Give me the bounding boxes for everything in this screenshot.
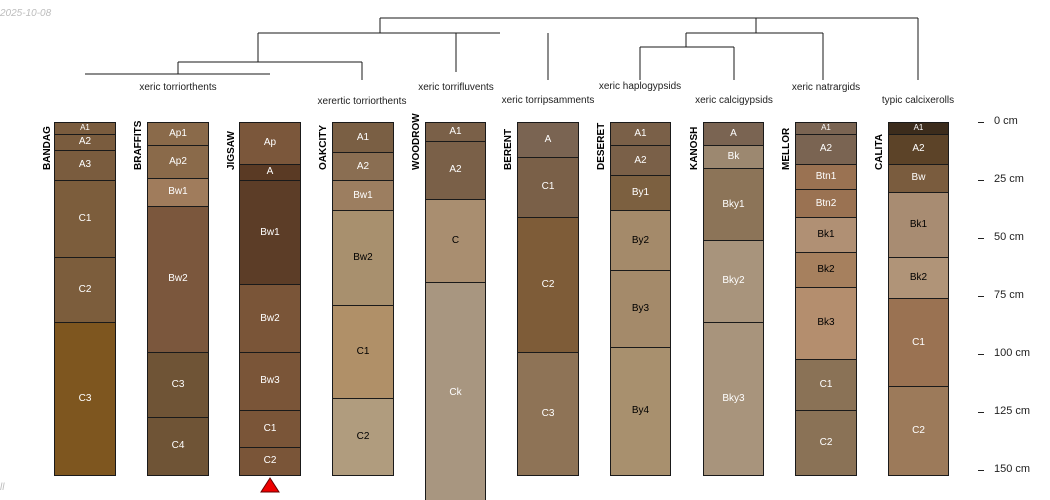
horizon-braffits-bw1: Bw1 [147, 177, 209, 207]
depth-tick [978, 238, 984, 239]
horizon-berent-c3: C3 [517, 351, 579, 476]
dendro-branch-left [257, 32, 549, 80]
horizon-deseret-by2: By2 [610, 210, 671, 272]
dendro-branch-torriorthents [177, 61, 363, 80]
horizon-jigsaw-bw1: Bw1 [239, 180, 301, 286]
depth-tick [978, 122, 984, 123]
horizon-woodrow-ck: Ck [425, 282, 486, 500]
horizon-oakcity-c2: C2 [332, 398, 394, 476]
horizon-mellor-a2: A2 [795, 133, 857, 165]
horizon-calita-c1: C1 [888, 298, 949, 388]
horizon-braffits-c3: C3 [147, 351, 209, 418]
profile-name-deseret: DESERET [596, 122, 607, 170]
horizon-deseret-a2: A2 [610, 145, 671, 177]
profile-name-mellor: MELLOR [781, 127, 792, 170]
horizon-berent-c2: C2 [517, 217, 579, 353]
taxon-xeric-torrifluvents: xeric torrifluvents [418, 82, 494, 93]
horizon-calita-a2: A2 [888, 133, 949, 165]
horizon-kanosh-bky2: Bky2 [703, 240, 764, 323]
horizon-braffits-bw2: Bw2 [147, 205, 209, 353]
horizon-jigsaw-ap: Ap [239, 122, 301, 165]
depth-tick-label: 100 cm [994, 347, 1031, 359]
horizon-berent-a: A [517, 122, 579, 158]
taxon-xeric-calcigypsids: xeric calcigypsids [695, 95, 773, 106]
taxon-xerertic-torriorthents: xerertic torriorthents [317, 96, 407, 107]
depth-tick [978, 296, 984, 297]
horizon-deseret-a1: A1 [610, 122, 671, 147]
depth-tick-label: 50 cm [994, 231, 1024, 243]
profile-name-oakcity: OAKCITY [318, 125, 329, 170]
profile-name-calita: CALITA [874, 134, 885, 170]
horizon-woodrow-a2: A2 [425, 140, 486, 200]
horizon-berent-c1: C1 [517, 156, 579, 219]
horizon-oakcity-a1: A1 [332, 122, 394, 154]
dendro-branch-root [379, 17, 919, 80]
horizon-kanosh-bk: Bk [703, 145, 764, 170]
depth-tick [978, 354, 984, 355]
profile-name-jigsaw: JIGSAW [226, 131, 237, 170]
depth-tick-label: 75 cm [994, 289, 1024, 301]
horizon-deseret-by1: By1 [610, 175, 671, 212]
horizon-woodrow-c: C [425, 198, 486, 284]
horizon-mellor-bk2: Bk2 [795, 251, 857, 288]
horizon-calita-bk2: Bk2 [888, 256, 949, 300]
taxon-xeric-torriorthents: xeric torriorthents [139, 82, 217, 93]
profile-name-bandag: BANDAG [42, 126, 53, 170]
date-watermark: 2025-10-08 [0, 8, 52, 19]
taxon-xeric-torripsamments: xeric torripsamments [501, 95, 595, 106]
depth-tick-label: 25 cm [994, 173, 1024, 185]
depth-tick-label: 125 cm [994, 405, 1031, 417]
taxon-typic-calcixerolls: typic calcixerolls [881, 95, 955, 106]
horizon-bandag-c2: C2 [54, 256, 116, 323]
horizon-kanosh-bky1: Bky1 [703, 168, 764, 242]
taxon-xeric-haplogypsids: xeric haplogypsids [598, 81, 682, 92]
profile-name-kanosh: KANOSH [689, 126, 700, 170]
horizon-oakcity-bw2: Bw2 [332, 210, 394, 307]
horizon-mellor-bk1: Bk1 [795, 217, 857, 253]
profile-name-braffits: BRAFFITS [133, 120, 144, 170]
horizon-deseret-by3: By3 [610, 270, 671, 349]
horizon-mellor-c2: C2 [795, 409, 857, 476]
horizon-deseret-by4: By4 [610, 347, 671, 476]
horizon-braffits-ap1: Ap1 [147, 122, 209, 147]
horizon-oakcity-c1: C1 [332, 305, 394, 400]
horizon-woodrow-a1: A1 [425, 122, 486, 142]
horizon-calita-bw: Bw [888, 163, 949, 193]
profile-name-woodrow: WOODROW [411, 113, 422, 170]
horizon-oakcity-a2: A2 [332, 152, 394, 181]
depth-tick-label: 150 cm [994, 463, 1031, 475]
highlight-marker-icon [260, 476, 280, 493]
depth-tick [978, 470, 984, 471]
corner-mark: ll [0, 482, 5, 493]
depth-tick [978, 412, 984, 413]
horizon-braffits-ap2: Ap2 [147, 145, 209, 179]
dendro-branch-right [685, 32, 824, 80]
horizon-jigsaw-bw3: Bw3 [239, 351, 301, 411]
horizon-jigsaw-c1: C1 [239, 409, 301, 448]
horizon-kanosh-a: A [703, 122, 764, 147]
horizon-calita-bk1: Bk1 [888, 191, 949, 258]
horizon-bandag-c1: C1 [54, 180, 116, 258]
horizon-mellor-c1: C1 [795, 358, 857, 411]
horizon-bandag-a3: A3 [54, 149, 116, 181]
horizon-bandag-c3: C3 [54, 321, 116, 476]
horizon-jigsaw-c2: C2 [239, 446, 301, 476]
horizon-bandag-a2: A2 [54, 133, 116, 151]
dendro-branch-gypsids [639, 46, 735, 80]
horizon-braffits-c4: C4 [147, 416, 209, 476]
horizon-mellor-btn2: Btn2 [795, 189, 857, 219]
depth-tick-label: 0 cm [994, 115, 1018, 127]
depth-tick [978, 180, 984, 181]
horizon-calita-c2: C2 [888, 386, 949, 476]
horizon-mellor-bk3: Bk3 [795, 286, 857, 360]
horizon-jigsaw-bw2: Bw2 [239, 284, 301, 353]
profile-name-berent: BERENT [503, 128, 514, 170]
taxon-xeric-natrargids: xeric natrargids [791, 82, 861, 93]
horizon-oakcity-bw1: Bw1 [332, 180, 394, 212]
horizon-jigsaw-a: A [239, 163, 301, 181]
horizon-mellor-btn1: Btn1 [795, 163, 857, 191]
horizon-kanosh-bky3: Bky3 [703, 321, 764, 476]
